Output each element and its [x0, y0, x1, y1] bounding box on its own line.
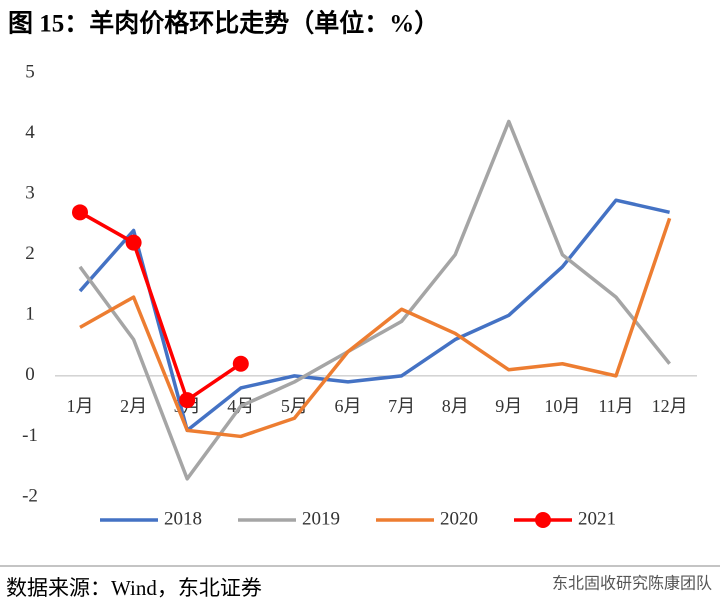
y-tick-label: 3 [25, 183, 35, 204]
legend-marker [535, 512, 551, 528]
x-tick-label: 11月 [598, 396, 633, 416]
source: 数据来源：Wind，东北证券 [6, 576, 262, 600]
chart-title: 图 15：羊肉价格环比走势（单位：%） [8, 9, 439, 38]
series-line [78, 198, 670, 433]
series-line [79, 210, 242, 402]
x-tick-label: 10月 [544, 396, 580, 416]
x-tick-label: 6月 [335, 396, 362, 416]
watermark: 东北固收研究陈康团队 [552, 574, 712, 593]
series-marker [125, 234, 142, 251]
x-tick-label: 1月 [67, 396, 94, 416]
y-tick-label: 1 [25, 304, 35, 325]
x-tick-label: 12月 [652, 396, 688, 416]
legend-label: 2020 [440, 508, 478, 529]
y-tick-label: 5 [25, 61, 35, 82]
x-tick-label: 8月 [442, 396, 469, 416]
y-tick-label: -1 [22, 425, 38, 446]
y-tick-label: 2 [25, 243, 35, 264]
x-tick-label: 9月 [495, 396, 522, 416]
series-line [79, 217, 672, 439]
legend-label: 2018 [164, 508, 202, 529]
y-tick-label: 0 [25, 364, 35, 385]
legend-label: 2019 [302, 508, 340, 529]
series-marker [232, 355, 249, 372]
y-tick-label: -2 [22, 485, 38, 506]
series-marker [72, 204, 88, 221]
x-tick-label: 7月 [388, 396, 415, 416]
series-line [78, 119, 671, 481]
series-marker [179, 392, 196, 409]
y-tick-label: 4 [25, 122, 35, 143]
legend-label: 2021 [578, 508, 616, 529]
x-tick-label: 2月 [120, 396, 147, 416]
